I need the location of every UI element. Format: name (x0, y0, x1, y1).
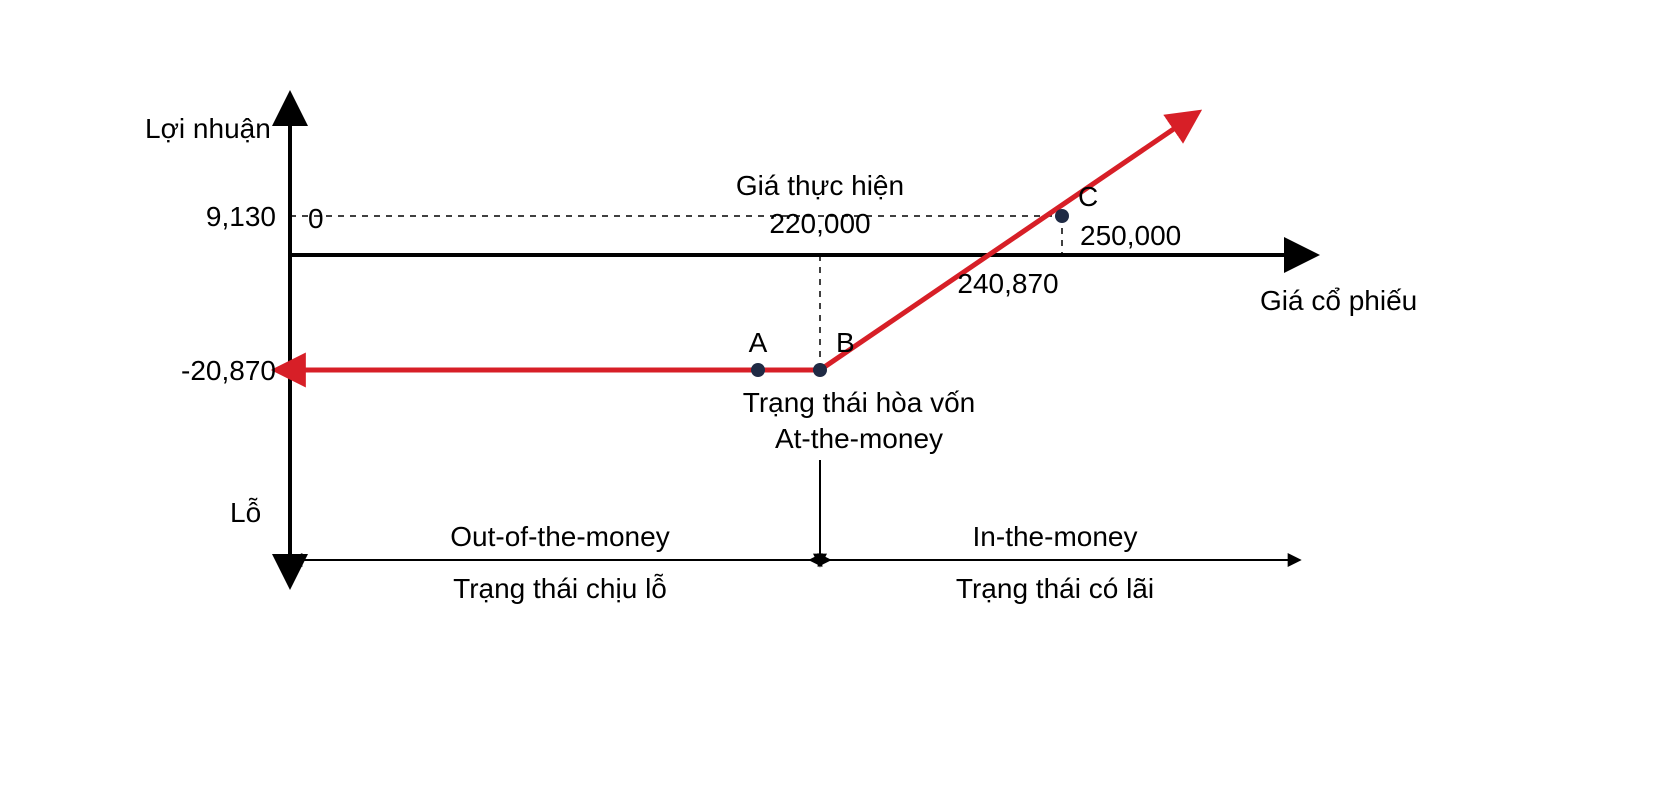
loss-axis-title: Lỗ (230, 497, 261, 528)
y-axis-title: Lợi nhuận (145, 113, 271, 144)
point-B (813, 363, 827, 377)
label-B: B (836, 327, 855, 358)
zero-label: 0 (308, 203, 324, 234)
label-C: C (1078, 181, 1098, 212)
strike-value: 220,000 (769, 208, 870, 239)
atm-label-vi: Trạng thái hòa vốn (743, 387, 975, 418)
profit-tick-label: 9,130 (206, 201, 276, 232)
point-A (751, 363, 765, 377)
c-value-label: 250,000 (1080, 220, 1181, 251)
payoff-diagram: Lợi nhuận Giá cổ phiếu Lỗ 0 9,130 -20,870 Giá … (0, 0, 1680, 800)
otm-label-vi: Trạng thái chịu lỗ (453, 573, 667, 604)
label-A: A (749, 327, 768, 358)
otm-label-en: Out-of-the-money (450, 521, 669, 552)
x-axis-title: Giá cổ phiếu (1260, 285, 1417, 316)
itm-label-en: In-the-money (973, 521, 1138, 552)
itm-label-vi: Trạng thái có lãi (956, 573, 1154, 604)
point-C (1055, 209, 1069, 223)
breakeven-value: 240,870 (957, 268, 1058, 299)
loss-tick-label: -20,870 (181, 355, 276, 386)
strike-title: Giá thực hiện (736, 170, 904, 201)
atm-label-en: At-the-money (775, 423, 943, 454)
